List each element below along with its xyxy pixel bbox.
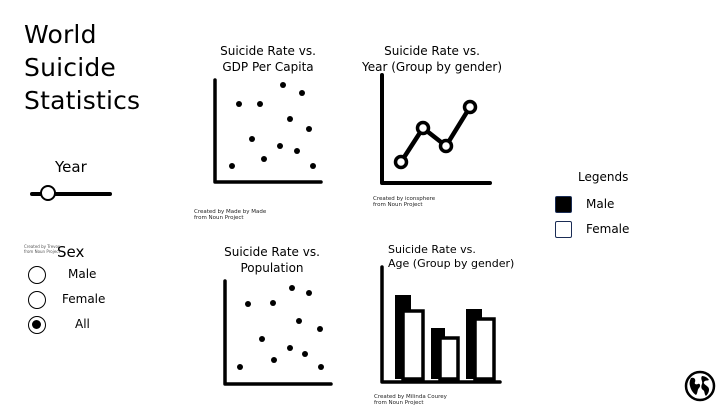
legend-title: Legends	[578, 170, 629, 184]
chart-gdp-title-line: GDP Per Capita	[222, 60, 314, 74]
chart-population-title: Suicide Rate vs. Population	[212, 244, 332, 276]
dot	[259, 336, 265, 342]
dot	[245, 301, 251, 307]
credit-line: Created by Milinda Courey	[374, 394, 447, 400]
dot	[229, 163, 235, 169]
trend-line	[399, 105, 472, 164]
radio-female-label[interactable]: Female	[62, 292, 106, 306]
chart-year-title: Suicide Rate vs. Year (Group by gender)	[362, 43, 502, 75]
dot	[306, 290, 312, 296]
chart-gdp-title-line: Suicide Rate vs.	[220, 44, 316, 58]
legend-label-male: Male	[586, 197, 615, 211]
dot	[257, 101, 263, 107]
chart-year-title-line: Year (Group by gender)	[362, 60, 503, 74]
dot	[270, 300, 276, 306]
dot	[306, 126, 312, 132]
radio-female-button[interactable]	[28, 291, 46, 309]
radio-all-label[interactable]: All	[75, 317, 90, 331]
scatter-plot-icon[interactable]	[218, 278, 336, 388]
dot	[296, 318, 302, 324]
legend-label-female: Female	[586, 222, 630, 236]
axes	[223, 279, 333, 386]
scatter-plot-icon[interactable]	[208, 78, 326, 188]
line-point	[462, 99, 478, 115]
year-slider-track[interactable]	[30, 192, 112, 196]
chart-age-title-line: Suicide Rate vs.	[388, 243, 476, 256]
bar-chart-icon[interactable]	[376, 264, 504, 388]
title-line: Statistics	[24, 86, 141, 115]
dot	[237, 364, 243, 370]
credit-line: from Noun Project	[194, 215, 244, 221]
sex-icon-credit: Created by Trevor from Noun Project	[24, 244, 61, 254]
chart-year-title-line: Suicide Rate vs.	[384, 44, 480, 58]
dot	[287, 345, 293, 351]
legend-swatch-male	[555, 196, 572, 213]
radio-all-button[interactable]	[28, 316, 46, 334]
axes	[380, 73, 492, 185]
dot	[287, 116, 293, 122]
dot	[317, 326, 323, 332]
axes	[380, 265, 502, 384]
chart-age-title-line: Age (Group by gender)	[388, 257, 515, 270]
dot	[249, 136, 255, 142]
legend-swatch-female	[555, 221, 572, 238]
axes	[213, 78, 323, 184]
line-chart-icon[interactable]	[376, 72, 496, 190]
dot	[280, 82, 286, 88]
year-slider-handle[interactable]	[40, 185, 57, 201]
title-line: World	[24, 20, 97, 49]
year-slider[interactable]	[30, 184, 112, 204]
credit-line: from Noun Project	[373, 202, 423, 208]
dot	[294, 148, 300, 154]
radio-male-label[interactable]: Male	[68, 267, 97, 281]
chart-year-credit: Created by iconsphere from Noun Project	[373, 196, 435, 208]
dot	[310, 163, 316, 169]
globe-icon[interactable]	[684, 370, 716, 402]
sex-filter-label: Sex	[57, 243, 85, 261]
line-point	[393, 154, 409, 170]
dot	[236, 101, 242, 107]
chart-age-credit: Created by Milinda Courey from Noun Proj…	[374, 394, 447, 406]
credit-line: Created by iconsphere	[373, 196, 436, 202]
dot	[261, 156, 267, 162]
dot	[289, 285, 295, 291]
year-filter-label: Year	[55, 158, 87, 176]
chart-population-title-line: Population	[240, 261, 304, 275]
dot	[277, 143, 283, 149]
radio-male-button[interactable]	[28, 266, 46, 284]
dot	[318, 364, 324, 370]
bar-female	[401, 309, 425, 381]
chart-gdp-credit: Created by Made by Made from Noun Projec…	[194, 209, 266, 221]
credit-line: from Noun Project	[374, 400, 424, 406]
chart-gdp-title: Suicide Rate vs. GDP Per Capita	[208, 43, 328, 75]
title-line: Suicide	[24, 53, 117, 82]
dot	[271, 357, 277, 363]
chart-population-title-line: Suicide Rate vs.	[224, 245, 320, 259]
line-point	[415, 120, 431, 136]
chart-age-title: Suicide Rate vs. Age (Group by gender)	[388, 243, 515, 271]
line-point	[438, 138, 454, 154]
dot	[299, 90, 305, 96]
dashboard-title: World Suicide Statistics	[24, 18, 140, 117]
dot	[302, 351, 308, 357]
credit-line: Created by Made by Made	[194, 209, 267, 215]
bar-female	[438, 336, 460, 381]
bar-female	[473, 317, 496, 381]
